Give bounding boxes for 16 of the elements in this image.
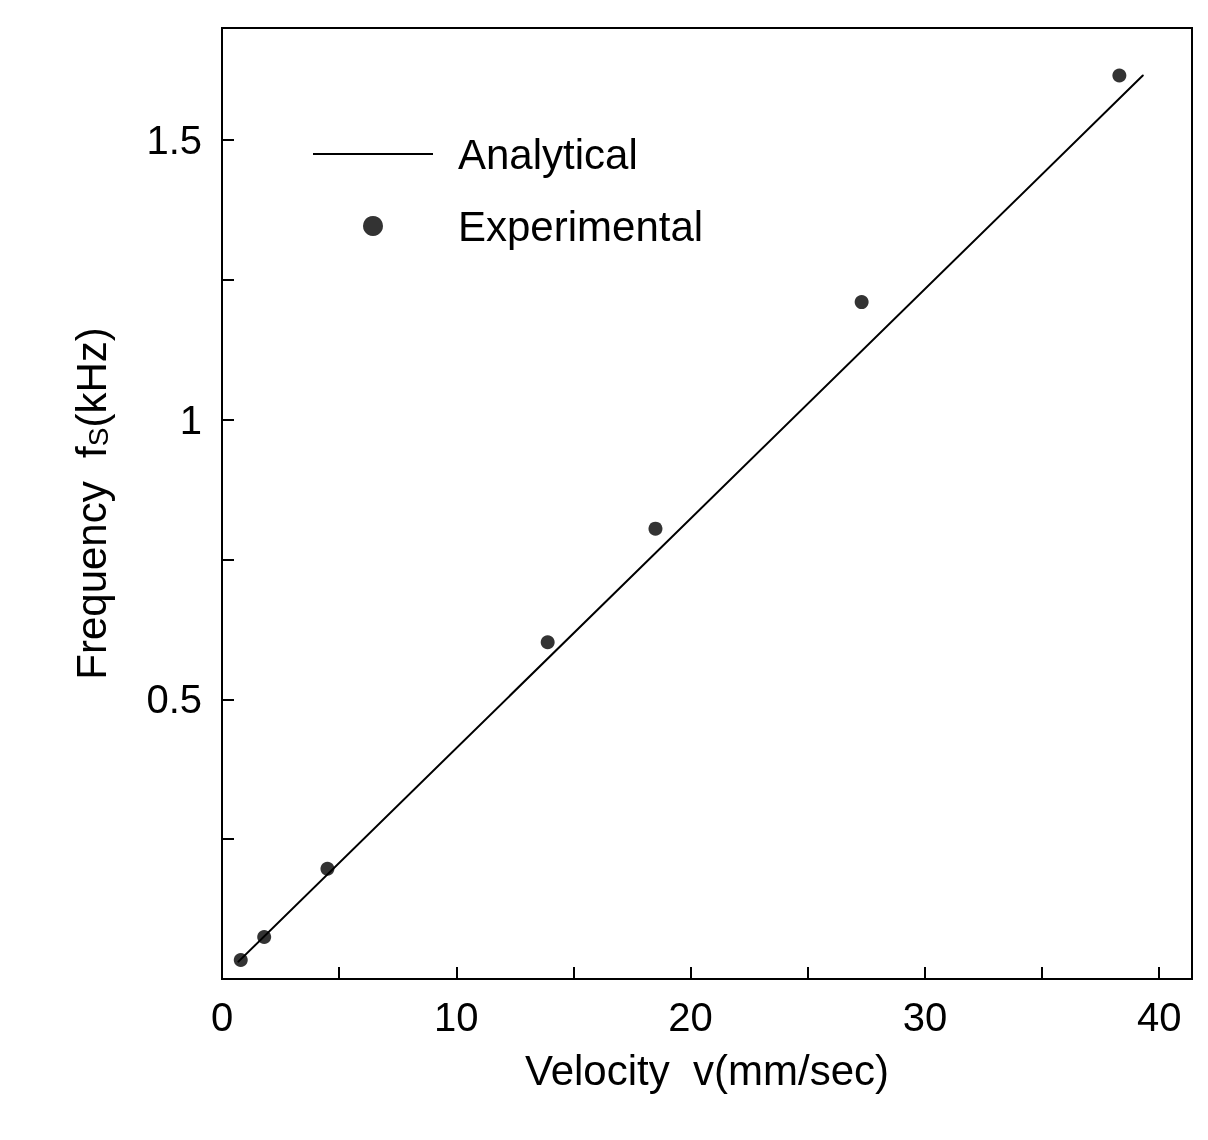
point [648,521,663,536]
y-tick-label: 1.5 [146,117,202,162]
y-tick-label: 1 [179,397,202,442]
x-tick-label: 10 [434,995,479,1039]
legend-label: Experimental [458,202,704,250]
point [854,295,869,310]
x-axis-title: Velocity v(mm/sec) [524,1046,890,1094]
x-tick-label: 20 [668,995,713,1039]
point [540,635,555,650]
x-tick-label: 40 [1136,995,1182,1039]
y-axis-title: Frequency fS(kHz) [67,327,115,680]
y-tick-label: 0.5 [146,677,202,722]
legend-label: Analytical [458,130,638,178]
x-tick-label: 0 [210,995,234,1039]
point [1112,68,1127,83]
x-tick-label: 30 [902,995,948,1039]
